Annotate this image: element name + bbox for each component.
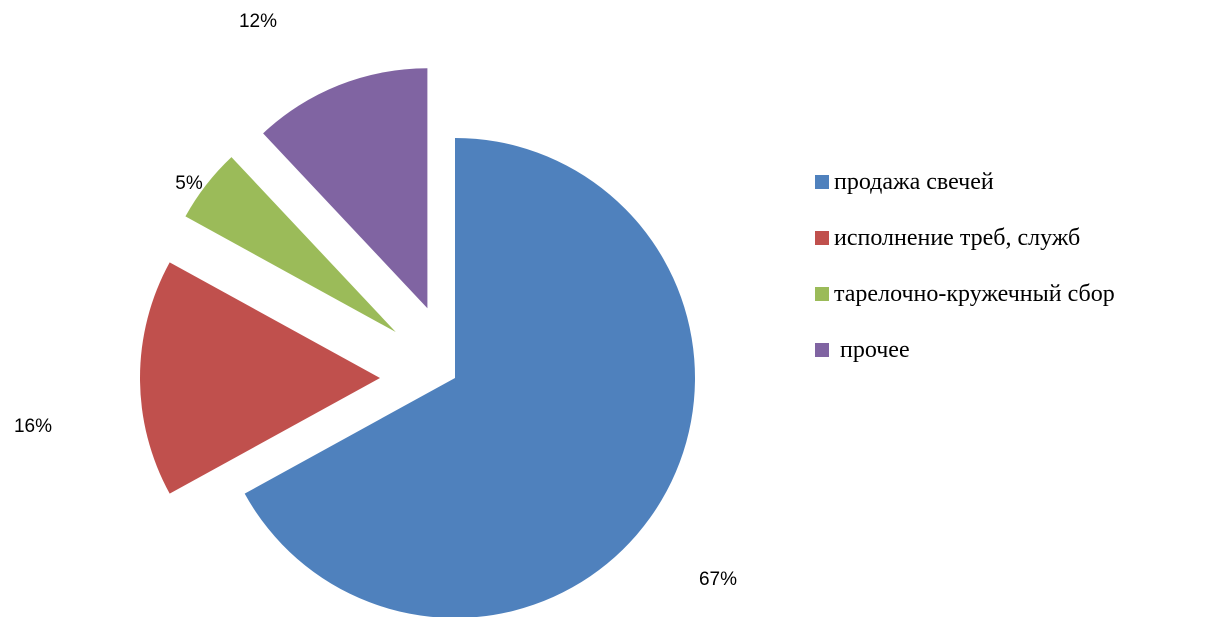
pie-data-labels: 67% 16% 5% 12% xyxy=(14,11,737,590)
data-label: 5% xyxy=(175,173,203,194)
pie-slices xyxy=(140,68,695,617)
legend-swatch xyxy=(815,231,829,245)
pie-slice xyxy=(185,157,396,333)
data-label: 16% xyxy=(14,416,52,437)
pie-slice xyxy=(140,262,380,494)
legend-label: продажа свечей xyxy=(834,168,994,195)
legend-swatch xyxy=(815,287,829,301)
legend-label: тарелочно-кружечный сбор xyxy=(834,280,1115,307)
legend-item: продажа свечей xyxy=(815,169,1115,195)
legend-label: исполнение треб, служб xyxy=(834,224,1081,251)
legend-swatch xyxy=(815,175,829,189)
legend-swatch xyxy=(815,343,829,357)
legend-item: прочее xyxy=(815,337,1115,363)
chart-legend: продажа свечей исполнение треб, служб та… xyxy=(815,169,1115,396)
data-label: 67% xyxy=(699,569,737,590)
data-label: 12% xyxy=(239,11,277,32)
legend-item: тарелочно-кружечный сбор xyxy=(815,281,1115,307)
pie-slice xyxy=(244,138,695,617)
legend-label: прочее xyxy=(834,336,910,363)
legend-item: исполнение треб, служб xyxy=(815,225,1115,251)
pie-slice xyxy=(263,68,428,309)
